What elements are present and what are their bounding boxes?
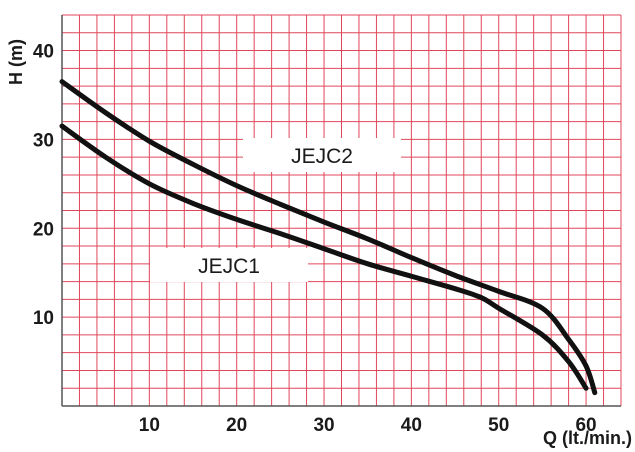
x-tick-label: 40 (401, 415, 422, 436)
curves (59, 79, 598, 396)
axes: 10 20 30 40 50 60 10 20 30 40 (33, 15, 621, 436)
curve-jejc1 (59, 123, 589, 391)
x-axis-label: Q (lt./min.) (543, 428, 632, 448)
x-tick-label: 10 (139, 415, 160, 436)
labels: JEJC2 JEJC1 (150, 138, 401, 282)
x-tick-label: 30 (313, 415, 334, 436)
series-label-jejc2: JEJC2 (291, 145, 353, 168)
y-tick-label: 40 (33, 42, 54, 63)
x-tick-label: 60 (575, 415, 596, 436)
y-tick-label: 10 (33, 308, 54, 329)
x-tick-label: 20 (226, 415, 247, 436)
series-label-jejc1: JEJC1 (198, 255, 260, 278)
y-tick-label: 30 (33, 130, 54, 151)
y-tick-label: 20 (33, 219, 54, 240)
x-tick-label: 50 (488, 415, 509, 436)
grid (61, 14, 622, 407)
y-axis-label: H (m) (6, 39, 26, 85)
series-label-box (150, 248, 308, 282)
series-label-box (243, 138, 401, 172)
curve-jejc2 (59, 79, 598, 396)
